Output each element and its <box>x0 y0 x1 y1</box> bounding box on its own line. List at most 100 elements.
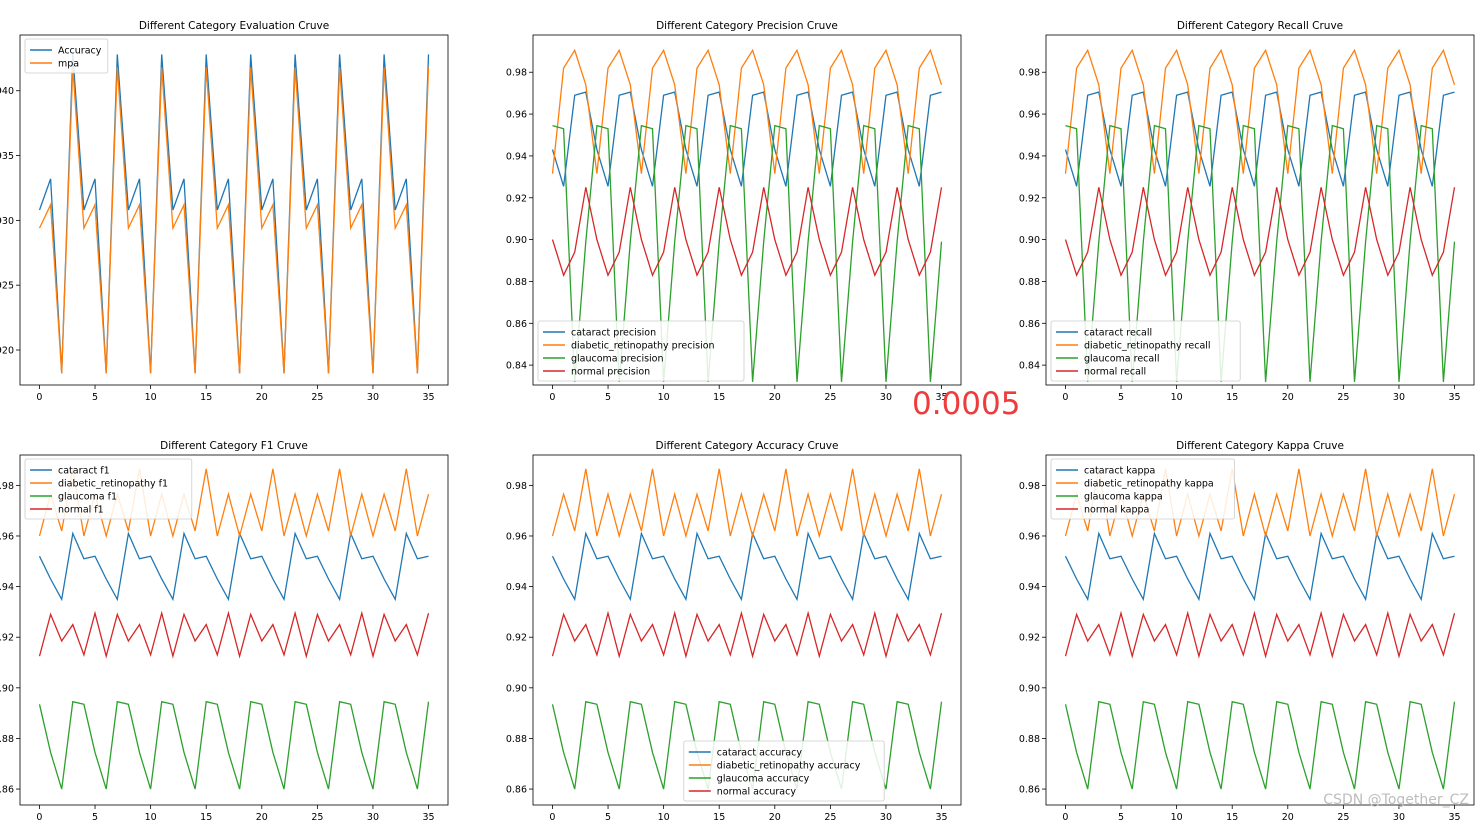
x-tick-label: 15 <box>1226 392 1238 403</box>
y-tick-label: 0.90 <box>506 683 527 694</box>
y-tick-label: 0.96 <box>506 110 527 121</box>
y-tick-label: 0.88 <box>1019 734 1040 745</box>
legend-box <box>1050 458 1236 520</box>
legend-entry: Accuracy <box>58 45 102 56</box>
x-tick-label: 25 <box>1337 812 1349 821</box>
series-line <box>38 700 430 790</box>
series-line <box>38 531 429 602</box>
chart-1: Different Category Evaluation Cruve 0 5 10 1… <box>0 20 449 403</box>
legend-box <box>24 458 193 520</box>
y-tick-label: 0.88 <box>1019 277 1040 288</box>
axes-frame <box>1045 454 1475 806</box>
series-line <box>38 468 430 539</box>
x-tick-label: 15 <box>713 392 725 403</box>
series-line <box>1064 531 1455 602</box>
y-tick-label: 0.86 <box>506 319 527 330</box>
x-tick-label: 25 <box>311 812 323 821</box>
y-tick-label: .86 <box>0 785 14 796</box>
y-tick-label: 0.88 <box>506 277 527 288</box>
x-tick-label: 30 <box>880 812 892 821</box>
series-line <box>38 67 430 374</box>
series-line <box>1064 187 1456 277</box>
y-tick-label: 0.94 <box>506 151 527 162</box>
axes-frame <box>1045 34 1475 386</box>
x-tick-label: 25 <box>1337 392 1349 403</box>
x-tick-label: 5 <box>605 392 611 403</box>
legend-entry: normal kappa <box>1084 504 1149 515</box>
legend-box <box>24 38 109 74</box>
y-tick-label: 0.96 <box>1019 110 1040 121</box>
watermark: CSDN @Together_CZ <box>1323 792 1469 808</box>
legend-entry: diabetic_retinopathy kappa <box>1084 478 1214 489</box>
x-tick-label: 0 <box>1062 392 1068 403</box>
y-tick-label: 0.98 <box>1019 481 1040 492</box>
x-tick-label: 20 <box>256 392 268 403</box>
chart-6: Different Category Kappa Cruve 0 5 10 15 20 25… <box>1019 440 1475 821</box>
series-line <box>1064 48 1456 174</box>
x-tick-label: 5 <box>1118 392 1124 403</box>
x-tick-label: 10 <box>145 812 157 821</box>
legend-entry: diabetic_retinopathy recall <box>1084 340 1211 351</box>
x-tick-label: 15 <box>1226 812 1238 821</box>
x-tick-label: 10 <box>658 812 670 821</box>
y-tick-label: 0.94 <box>506 582 527 593</box>
x-tick-label: 35 <box>422 812 434 821</box>
y-tick-label: 0.96 <box>506 531 527 542</box>
chart-2: Different Category Precision Cruve 0 5 10 15… <box>506 20 962 403</box>
x-tick-label: 30 <box>1393 392 1405 403</box>
legend: cataract f1 diabetic_retinopathy f1 glauco… <box>24 458 193 520</box>
legend-entry: glaucoma precision <box>571 353 664 364</box>
x-tick-label: 0 <box>1062 812 1068 821</box>
legend-entry: cataract recall <box>1084 327 1152 338</box>
legend-entry: glaucoma f1 <box>58 491 117 502</box>
legend-entry: cataract accuracy <box>717 747 803 758</box>
y-tick-label: .92 <box>0 633 14 644</box>
series-line <box>551 610 943 659</box>
x-tick-label: 20 <box>256 812 268 821</box>
x-tick-label: 15 <box>713 812 725 821</box>
x-tick-label: 30 <box>367 812 379 821</box>
legend-box <box>683 740 885 802</box>
legend-entry: cataract kappa <box>1084 465 1155 476</box>
axes-frame <box>532 34 962 386</box>
y-tick-label: 0.98 <box>506 68 527 79</box>
y-tick-label: 0.94 <box>1019 151 1040 162</box>
x-tick-label: 0 <box>36 812 42 821</box>
chart-title: Different Category F1 Cruve <box>160 440 308 452</box>
y-tick-label: .98 <box>0 481 14 492</box>
legend-entry: cataract precision <box>571 327 656 338</box>
legend: cataract recall diabetic_retinopathy reca… <box>1050 320 1241 382</box>
y-tick-label: 0.98 <box>1019 68 1040 79</box>
x-tick-label: 35 <box>935 812 947 821</box>
series-line <box>551 468 943 539</box>
series-line <box>551 187 943 277</box>
series-line <box>1064 91 1455 187</box>
legend-entry: glaucoma accuracy <box>717 773 810 784</box>
y-tick-label: 930 <box>0 216 14 227</box>
y-tick-label: 0.86 <box>1019 319 1040 330</box>
chart-title: Different Category Accuracy Cruve <box>656 440 839 452</box>
y-tick-label: 0.84 <box>506 361 527 372</box>
y-tick-label: .88 <box>0 734 14 745</box>
axes-frame <box>19 454 449 806</box>
x-tick-label: 20 <box>1282 812 1294 821</box>
y-tick-label: .96 <box>0 531 14 542</box>
x-tick-label: 35 <box>935 392 947 403</box>
y-tick-label: 0.92 <box>506 633 527 644</box>
x-tick-label: 10 <box>1171 392 1183 403</box>
series-line <box>38 610 430 659</box>
legend-entry: diabetic_retinopathy accuracy <box>717 760 861 771</box>
axes-frame <box>532 454 962 806</box>
legend-entry: normal f1 <box>58 504 104 515</box>
annotation-value: 0.0005 <box>912 386 1021 422</box>
chart-title: Different Category Kappa Cruve <box>1176 440 1344 452</box>
legend: cataract kappa diabetic_retinopathy kappa… <box>1050 458 1236 520</box>
x-tick-label: 25 <box>824 812 836 821</box>
x-tick-label: 15 <box>200 392 212 403</box>
y-tick-label: .94 <box>0 582 14 593</box>
legend: cataract precision diabetic_retinopathy p… <box>537 320 745 382</box>
x-tick-label: 30 <box>880 392 892 403</box>
legend-entry: normal recall <box>1084 366 1146 377</box>
axes-frame <box>19 34 449 386</box>
